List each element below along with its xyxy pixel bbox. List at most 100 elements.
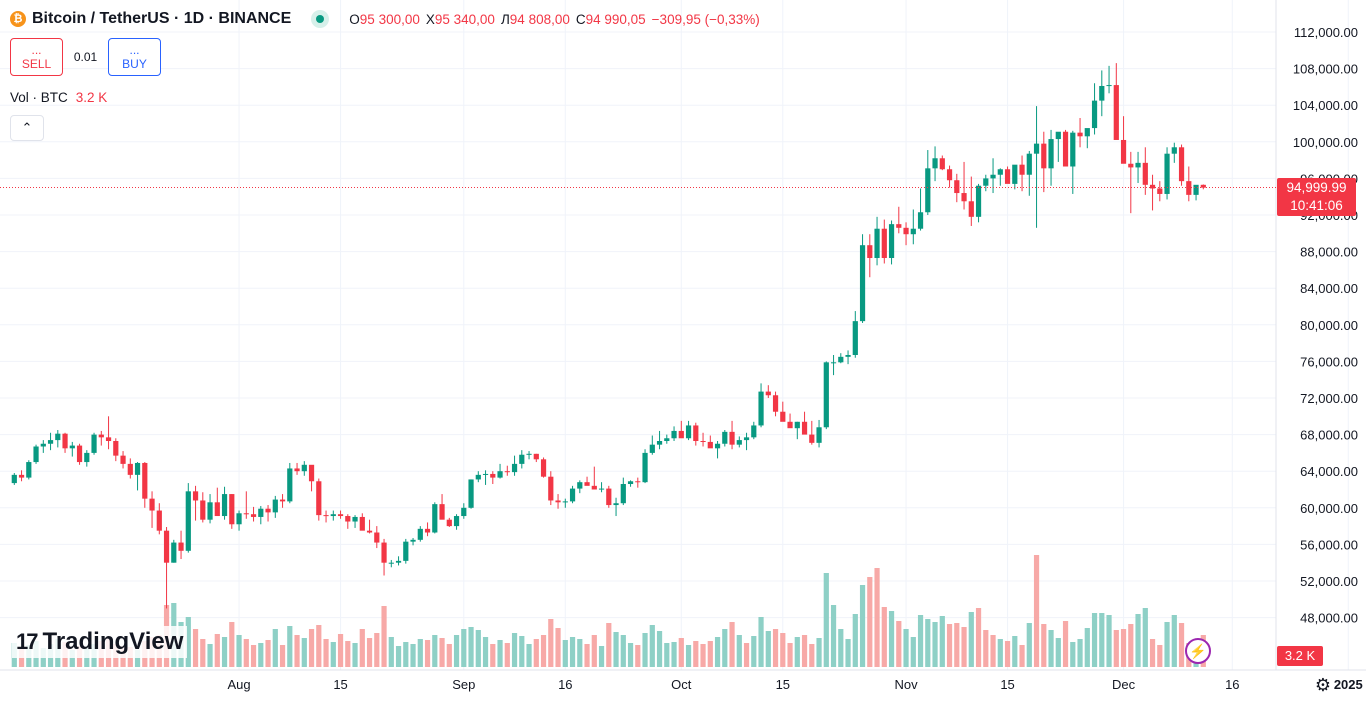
candle-body [1157,188,1163,194]
candle-body [1004,169,1011,184]
volume-bar [693,641,699,667]
candle-body [1120,139,1127,164]
volume-bar [1164,622,1170,667]
volume-bar [939,616,945,667]
settings-gear-icon[interactable]: ⚙ [1314,675,1332,695]
candle-body [374,532,380,543]
volume-bar [867,577,873,667]
volume-bar [852,614,858,667]
volume-bar [787,643,793,667]
candle-body [403,541,409,561]
candle-body [69,445,75,449]
candle-body [975,185,982,217]
volume-bar [990,635,996,667]
price-tick-label: 48,000.00 [1300,611,1358,626]
volume-legend[interactable]: Vol · BTC 3.2 K [10,90,107,105]
volume-bar [410,644,416,667]
volume-bar [627,643,634,667]
volume-bar [591,635,597,667]
candle-body [526,453,532,455]
volume-bar [265,640,271,667]
candle-body [693,425,699,442]
candle-body [925,168,931,213]
candle-body [780,411,786,422]
volume-bar [598,646,605,667]
volume-bar [461,629,467,667]
candle-body [917,212,924,229]
tradingview-logo[interactable]: 17 TradingView [12,626,188,658]
candle-body [207,502,213,520]
candle-body [366,530,373,533]
candle-body [678,430,684,439]
candle-body [1128,163,1134,168]
volume-bar [569,637,576,667]
candle-body [533,453,539,460]
volume-value: 3.2 K [75,90,108,105]
candle-body [1084,128,1090,137]
market-open-icon[interactable] [311,10,330,28]
candle-body [200,500,206,520]
volume-bar [729,622,735,667]
volume-bar [337,634,344,667]
candle-body [149,498,155,511]
volume-bar [1062,621,1069,667]
collapse-legend-button[interactable]: ⌃ [10,115,44,141]
volume-bar [859,585,866,667]
volume-bar [881,607,887,667]
volume-bar [772,629,779,667]
candle-body [214,502,220,517]
volume-bar [685,645,692,667]
volume-bar [511,633,518,667]
sell-button[interactable]: ... SELL [10,38,63,76]
candle-body [896,224,902,228]
candle-body [323,515,329,517]
candle-body [1055,131,1061,140]
price-tick-label: 108,000.00 [1293,62,1358,77]
price-tick-label: 76,000.00 [1300,354,1358,369]
volume-bar [1120,629,1127,667]
candle-body [859,245,866,322]
volume-bar [794,637,800,667]
volume-bar [765,631,771,667]
buy-button[interactable]: ... BUY [108,38,161,76]
candle-body [236,513,242,525]
candle-body [424,528,431,533]
volume-bar [533,639,539,667]
volume-bar [236,635,242,667]
volume-bar [1135,614,1141,667]
candle-body [765,391,771,396]
candle-body [417,528,423,540]
volume-bar [446,644,452,667]
volume-bar [439,638,445,667]
volume-bar [823,573,829,667]
volume-bar [722,629,728,667]
candle-body [1041,143,1047,169]
volume-bar [1026,623,1032,667]
ohlc-open-key: O [349,11,360,27]
volume-bar [366,638,373,667]
candle-body [591,485,597,490]
candle-body [852,321,858,355]
candle-body [729,431,735,445]
volume-bar [946,624,953,667]
symbol-title[interactable]: Bitcoin / TetherUS · 1D · BINANCE [32,10,292,27]
lightning-icon[interactable]: ⚡ [1185,638,1211,664]
candle-body [736,440,742,445]
buy-price-dots: ... [129,43,140,57]
sell-label: SELL [21,57,52,71]
candle-body [990,174,996,179]
candle-body [555,500,561,503]
volume-bar [388,637,394,667]
time-tick-label: Nov [894,677,918,692]
candle-body [598,488,605,490]
candle-body [279,499,286,502]
volume-bar [1077,639,1083,667]
volume-bar [417,639,423,667]
candle-body [1019,164,1025,175]
volume-bar [1041,624,1047,667]
candle-body [671,430,677,439]
volume-bar [432,635,438,667]
candle-body [446,519,452,527]
candle-body [229,494,235,525]
